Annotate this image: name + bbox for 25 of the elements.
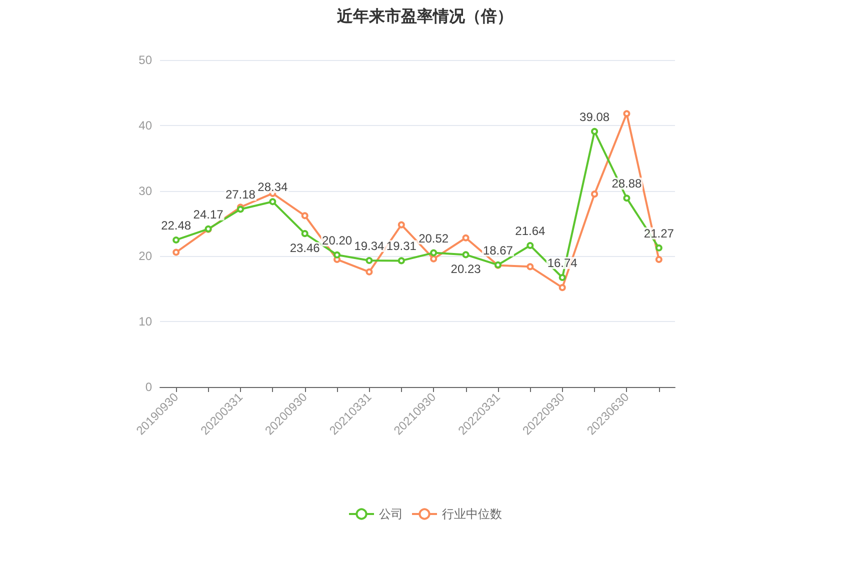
data-label: 22.48: [161, 218, 192, 232]
y-tick-label: 50: [138, 53, 152, 67]
y-tick-label: 20: [138, 249, 152, 264]
data-label: 20.23: [450, 262, 482, 276]
data-label: 21.27: [644, 226, 674, 240]
data-label: 21.64: [515, 224, 546, 238]
data-label: 18.67: [482, 243, 514, 258]
legend-label: 公司: [379, 507, 403, 521]
data-label: 27.18: [225, 188, 256, 202]
data-label: 20.52: [418, 231, 449, 246]
data-label: 28.34: [258, 180, 288, 194]
data-label: 28.88: [612, 176, 642, 191]
data-label: 20.20: [322, 233, 352, 248]
chart-title: 近年来市盈率情况（倍）: [336, 6, 513, 26]
y-tick-label: 0: [145, 380, 152, 394]
data-label: 23.46: [290, 241, 320, 256]
y-tick-label: 30: [138, 184, 152, 198]
data-label: 39.08: [580, 110, 610, 124]
data-label: 24.17: [193, 207, 224, 222]
data-label: 16.74: [547, 256, 578, 270]
data-label: 19.34: [354, 239, 385, 254]
data-label: 19.31: [386, 239, 417, 254]
y-tick-label: 10: [138, 314, 152, 329]
legend-label: 行业中位数: [442, 507, 502, 521]
y-tick-label: 40: [138, 118, 152, 132]
